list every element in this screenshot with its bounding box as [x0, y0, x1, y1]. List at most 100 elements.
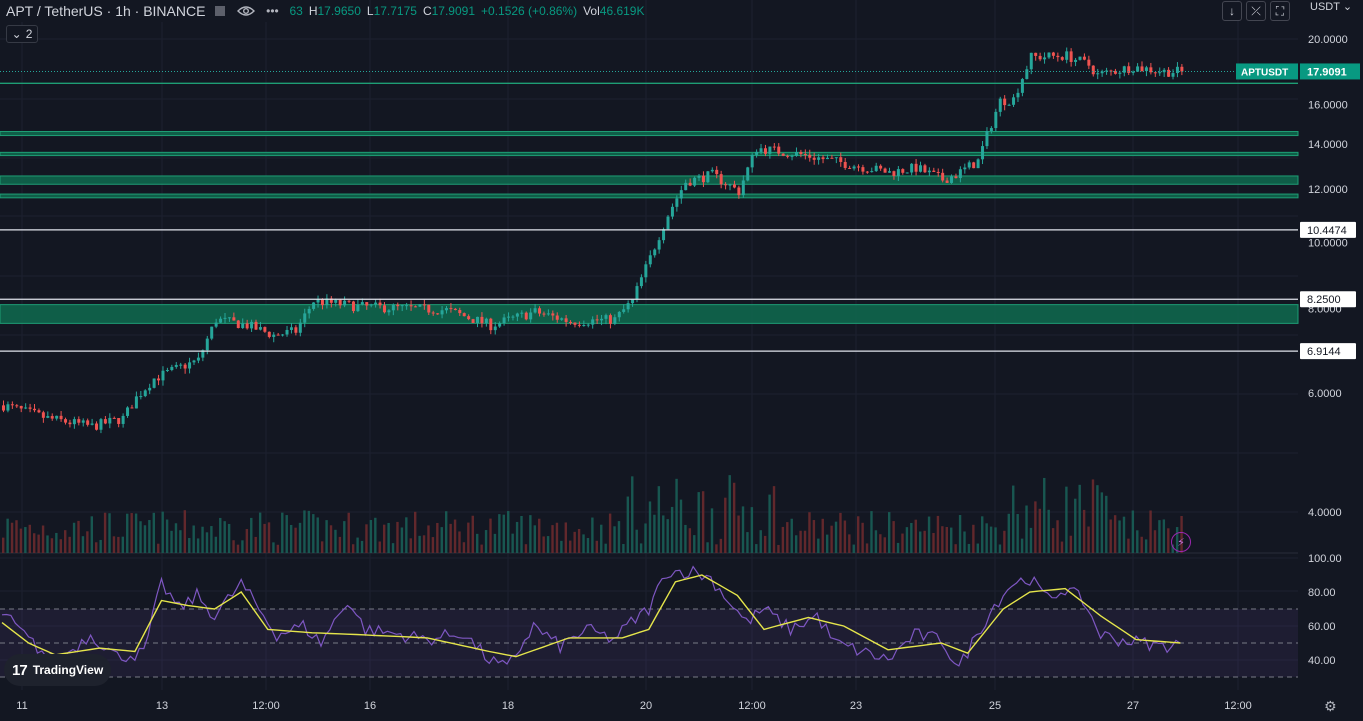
- volume-bar: [467, 522, 470, 553]
- candle-body: [312, 302, 316, 309]
- candle-body: [600, 318, 604, 321]
- candle-body: [750, 154, 754, 168]
- candle-body: [307, 308, 311, 314]
- eye-icon[interactable]: [235, 2, 257, 20]
- fullscreen-icon[interactable]: ⛶: [1270, 1, 1290, 21]
- zone-rect: [0, 151, 1299, 157]
- candle-body: [449, 308, 453, 310]
- symbol-title[interactable]: APT / TetherUS · 1h · BINANCE •••: [0, 0, 290, 22]
- candle-body: [210, 326, 214, 339]
- volume-bar: [821, 518, 824, 553]
- candle-body: [374, 302, 378, 305]
- candle-body: [427, 304, 431, 313]
- candle-body: [555, 315, 559, 320]
- lightning-icon[interactable]: ⚡: [1171, 532, 1191, 552]
- gear-icon[interactable]: ⚙: [1324, 698, 1337, 714]
- time-tick-label: 13: [156, 700, 168, 712]
- volume-bar: [201, 526, 204, 553]
- candle-body: [285, 329, 289, 335]
- volume-bar: [365, 524, 368, 553]
- chevron-down-icon: ⌄: [1342, 1, 1353, 13]
- candle-body: [1047, 52, 1051, 58]
- candle-body: [41, 412, 45, 418]
- candle-body: [830, 157, 834, 159]
- candle-body: [794, 152, 798, 156]
- candle-body: [1149, 67, 1153, 73]
- rsi-tick-label: 100.00: [1308, 553, 1342, 565]
- candle-body: [852, 166, 856, 169]
- volume-bar: [134, 513, 138, 553]
- candle-body: [294, 327, 298, 333]
- arrow-down-icon[interactable]: ↓: [1222, 1, 1242, 21]
- volume-bar: [471, 515, 474, 553]
- indicators-collapse-button[interactable]: ⌄ 2: [6, 25, 38, 43]
- volume-bar: [263, 523, 266, 553]
- candle-body: [400, 305, 404, 307]
- candle-body: [258, 327, 262, 330]
- candle-body: [458, 310, 462, 314]
- volume-bar: [701, 491, 705, 553]
- volume-bar: [613, 526, 616, 553]
- volume-bar: [64, 530, 67, 553]
- candle-body: [1127, 66, 1131, 73]
- candle-body: [201, 350, 205, 358]
- tradingview-logo[interactable]: 17 TradingView: [4, 654, 112, 686]
- candle-body: [843, 161, 847, 168]
- volume-bar: [188, 538, 191, 553]
- candle-body: [174, 364, 178, 367]
- candle-body: [170, 366, 174, 371]
- candle-body: [489, 318, 493, 331]
- collapse-icon[interactable]: ⤫: [1246, 1, 1266, 21]
- candle-body: [976, 159, 980, 169]
- volume-bar: [998, 544, 1002, 553]
- volume-bars: [2, 475, 1183, 553]
- volume-bar: [405, 517, 408, 553]
- candle-body: [1140, 66, 1144, 72]
- candle-body: [1136, 66, 1140, 72]
- volume-bar: [1127, 538, 1130, 553]
- candle-body: [728, 184, 732, 186]
- candle-body: [737, 187, 741, 196]
- volume-bar: [245, 529, 249, 553]
- volume-bar: [879, 534, 882, 553]
- volume-bar: [564, 522, 568, 553]
- candle-body: [1105, 70, 1109, 72]
- volume-bar: [285, 515, 288, 553]
- candle-body: [967, 162, 971, 168]
- candle-body: [267, 331, 271, 337]
- volume-bar: [675, 478, 678, 553]
- symbol-tag-text: APTUSDT: [1241, 67, 1288, 78]
- candle-body: [697, 175, 701, 178]
- volume-bar: [99, 539, 102, 553]
- candle-body: [1180, 66, 1184, 72]
- volume-bar: [1158, 520, 1161, 553]
- candle-body: [626, 303, 630, 310]
- volume-bar: [6, 518, 9, 553]
- candle-body: [994, 111, 998, 129]
- price-tick-label: 4.0000: [1308, 507, 1342, 519]
- candle-body: [1016, 92, 1020, 98]
- candle-body: [635, 286, 639, 300]
- candle-body: [981, 146, 985, 160]
- line-price-tag-text: 8.2500: [1307, 294, 1341, 306]
- candle-body: [963, 167, 967, 170]
- candle-body: [648, 255, 652, 265]
- price-axis-labels: APTUSDT 17.9091 10.4474 8.2500 6.9144: [1236, 63, 1360, 360]
- currency-selector[interactable]: USDT ⌄: [1310, 1, 1353, 13]
- volume-bar: [1105, 495, 1108, 553]
- more-dots-icon[interactable]: •••: [266, 4, 279, 18]
- volume-bar: [1051, 528, 1055, 553]
- volume-bar: [95, 542, 98, 553]
- price-tick-label: 12.0000: [1308, 184, 1348, 196]
- candle-body: [165, 370, 169, 372]
- flag-icon[interactable]: [209, 2, 231, 20]
- candle-body: [861, 167, 865, 172]
- candle-body: [710, 169, 714, 172]
- candle-body: [72, 419, 76, 425]
- candle-body: [1167, 69, 1171, 77]
- rsi-tick-label: 40.00: [1308, 655, 1336, 667]
- volume-bar: [130, 513, 133, 553]
- candle-body: [316, 299, 320, 303]
- candle-body: [250, 321, 254, 329]
